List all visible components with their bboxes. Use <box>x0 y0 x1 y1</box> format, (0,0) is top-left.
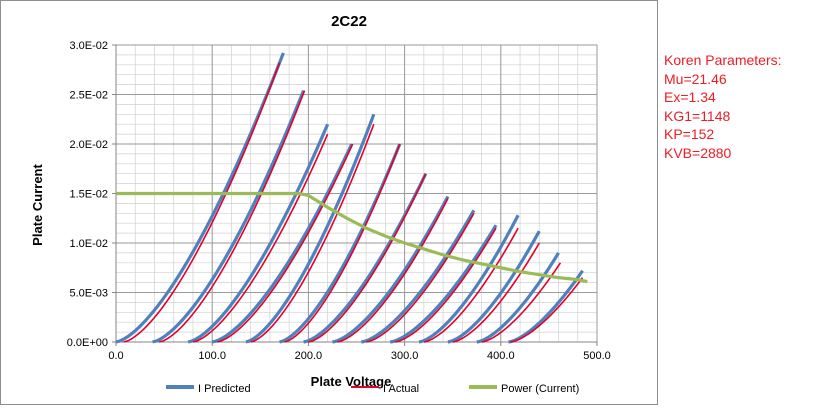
x-tick-label: 100.0 <box>198 350 226 362</box>
koren-parameters-panel: Koren Parameters: Mu=21.46 Ex=1.34 KG1=1… <box>664 51 782 162</box>
predicted-curve-9 <box>361 209 476 344</box>
y-tick-label: 2.5E-02 <box>69 90 108 102</box>
predicted-curve-3 <box>187 123 330 344</box>
predicted-curve-12 <box>447 230 541 344</box>
predicted-curve-10 <box>389 224 498 344</box>
predicted-curve-1 <box>115 52 285 344</box>
actual-curve-8 <box>337 198 449 343</box>
predicted-curve-4 <box>211 143 354 344</box>
y-tick-label: 5.0E-03 <box>69 288 108 300</box>
actual-curve-12 <box>452 242 540 343</box>
chart-svg: 0.0 100.0 200.0 300.0 400.0 500.0 0.0E+00 5.0E-… <box>30 13 611 395</box>
x-tick-label: 200.0 <box>295 350 323 362</box>
x-axis-label: Plate Voltage <box>311 374 392 389</box>
predicted-curve-2 <box>152 89 306 344</box>
koren-parameters-heading: Koren Parameters: <box>664 52 782 68</box>
legend-label-power: Power (Current) <box>501 383 579 395</box>
x-tick-label: 400.0 <box>487 350 515 362</box>
param-mu: Mu=21.46 <box>664 70 727 87</box>
chart-title: 2C22 <box>331 13 367 30</box>
x-tick-label: 0.0 <box>108 350 123 362</box>
x-tick-label: 300.0 <box>391 350 419 362</box>
actual-curve-14 <box>510 277 584 343</box>
chart-area: 0.0 100.0 200.0 300.0 400.0 500.0 0.0E+00 5.0E-… <box>0 0 658 405</box>
actual-curve-3 <box>192 133 329 343</box>
actual-curve-10 <box>394 227 497 343</box>
predicted-curve-14 <box>508 269 584 344</box>
y-tick-label: 1.5E-02 <box>69 189 108 201</box>
actual-curve-2 <box>159 90 306 343</box>
param-kg1: KG1=1148 <box>664 107 731 124</box>
legend-label-actual: I Actual <box>383 383 419 395</box>
y-tick-label: 3.0E-02 <box>69 40 108 52</box>
actual-curve-9 <box>365 212 475 343</box>
actual-curve-6 <box>284 143 401 343</box>
actual-curve-11 <box>423 227 519 343</box>
x-tick-label: 500.0 <box>583 350 611 362</box>
param-kvb: KVB=2880 <box>664 144 732 161</box>
y-axis-label: Plate Current <box>30 164 45 246</box>
predicted-curve-5 <box>245 113 376 344</box>
predicted-curve-8 <box>332 195 450 344</box>
actual-curve-5 <box>250 123 375 343</box>
power-curve <box>116 191 588 284</box>
actual-curve-1 <box>123 62 281 343</box>
actual-curve-13 <box>481 262 562 343</box>
axes-layer: 0.0 100.0 200.0 300.0 400.0 500.0 0.0E+00 5.0E-… <box>67 40 611 362</box>
param-ex: Ex=1.34 <box>664 89 716 105</box>
actual-curve-4 <box>216 143 354 343</box>
y-tick-label: 1.0E-02 <box>69 238 108 250</box>
y-tick-label: 0.0E+00 <box>67 337 108 349</box>
predicted-curve-11 <box>418 214 520 344</box>
legend: I Predicted I Actual Power (Current) <box>166 383 579 395</box>
y-tick-label: 2.0E-02 <box>69 139 108 151</box>
param-kp: KP=152 <box>664 126 715 142</box>
legend-label-predicted: I Predicted <box>198 383 251 395</box>
curve-layer <box>115 52 588 344</box>
actual-curve-7 <box>308 173 427 343</box>
